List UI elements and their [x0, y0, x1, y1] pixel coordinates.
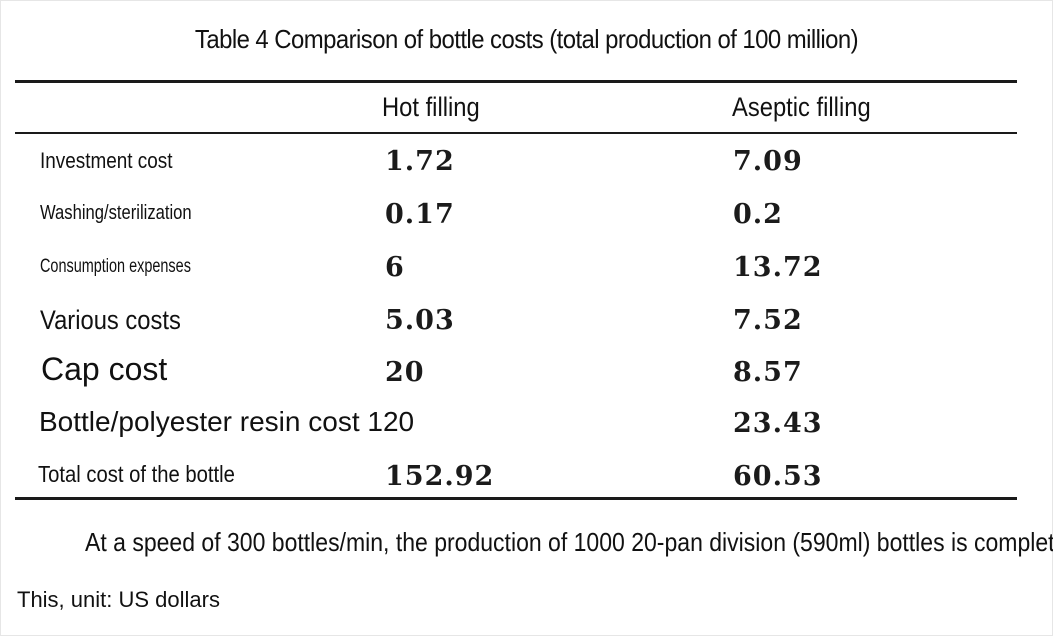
row-value-aseptic: 7.52 — [733, 305, 803, 336]
row-value-aseptic: 13.72 — [733, 252, 823, 283]
row-label-total-cost: Total cost of the bottle — [38, 461, 235, 487]
row-value-hot: 20 — [385, 357, 425, 388]
bottom-rule — [15, 497, 1017, 500]
row-value-hot: 0.17 — [385, 199, 455, 230]
row-label-washing-sterilization: Washing/sterilization — [40, 202, 192, 224]
row-label-various-costs: Various costs — [40, 305, 181, 335]
row-value-hot: 5.03 — [385, 305, 455, 336]
row-value-hot: 1.72 — [385, 146, 455, 177]
header-hot-filling: Hot filling — [382, 92, 480, 122]
row-value-hot: 6 — [385, 252, 405, 283]
header-rule — [15, 132, 1017, 134]
header-aseptic-filling: Aseptic filling — [732, 92, 871, 122]
footnote-line-2: This, unit: US dollars — [17, 587, 220, 612]
row-value-aseptic: 7.09 — [733, 146, 803, 177]
row-value-aseptic: 8.57 — [733, 357, 803, 388]
row-value-aseptic: 0.2 — [733, 199, 783, 230]
row-value-hot: 152.92 — [385, 461, 495, 492]
top-rule — [15, 80, 1017, 83]
table-title: Table 4 Comparison of bottle costs (tota… — [194, 24, 859, 54]
row-label-bottle-resin-cost: Bottle/polyester resin cost 120 — [39, 406, 415, 437]
row-label-investment-cost: Investment cost — [40, 148, 173, 173]
row-label-consumption-expenses: Consumption expenses — [40, 256, 191, 277]
row-value-aseptic: 23.43 — [733, 408, 823, 439]
row-value-aseptic: 60.53 — [733, 461, 823, 492]
row-label-cap-cost: Cap cost — [41, 351, 168, 387]
footnote-line-1: At a speed of 300 bottles/min, the produ… — [85, 527, 1053, 557]
